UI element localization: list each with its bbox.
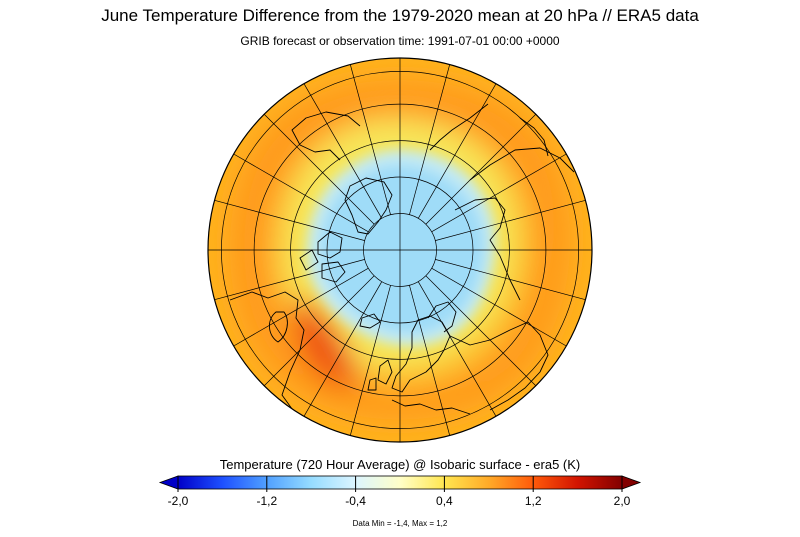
meridian-line	[435, 199, 586, 241]
meridian-line	[214, 199, 365, 241]
europe-warm-region	[294, 295, 360, 386]
meridian-line	[263, 275, 375, 387]
meridian-line	[263, 113, 375, 225]
coastline-eurasia-south	[449, 321, 549, 411]
coastline-canadian-arctic	[299, 231, 346, 283]
temperature-field	[208, 58, 592, 442]
colorbar-underflow-arrow	[158, 475, 179, 490]
colorbar-label: Temperature (720 Hour Average) @ Isobari…	[219, 457, 581, 472]
meridian-line	[233, 267, 369, 347]
meridian-line	[435, 259, 586, 301]
globe-outline	[207, 57, 593, 443]
colorbar-tick-label: -0,4	[345, 494, 366, 508]
graticule	[208, 58, 592, 442]
map-subtitle: GRIB forecast or observation time: 1991-…	[240, 34, 560, 48]
colorbar-tick-label: 1,2	[524, 494, 542, 508]
coastline-iceland	[359, 313, 381, 329]
meridian-line	[409, 285, 451, 436]
meridian-line	[431, 267, 567, 347]
coastline-scandinavia	[427, 301, 457, 333]
meridian-line	[425, 113, 537, 225]
colorbar-tick-label: 0,4	[436, 494, 453, 508]
coastlines	[229, 103, 575, 421]
coastline-greenland	[344, 177, 393, 235]
coastline-british-isles	[367, 359, 393, 391]
data-min-max: Data Min = -1,4, Max = 1,2	[352, 519, 448, 528]
meridian-line	[409, 64, 451, 215]
meridian-line	[233, 153, 369, 233]
meridian-line	[349, 285, 391, 436]
colorbar-ticks	[177, 476, 623, 492]
meridian-line	[303, 281, 383, 417]
coastline-europe	[391, 315, 451, 393]
colorbar-tick-label: -1,2	[256, 494, 278, 508]
colorbar-tick-label: 2,0	[613, 494, 631, 508]
colorbar-gradient	[177, 475, 623, 490]
coastline-mediterranean	[391, 399, 471, 415]
meridian-line	[214, 259, 365, 301]
coastline-alaska	[291, 111, 361, 161]
coastline-siberia	[454, 147, 575, 301]
coastline-kamchatka-japan	[429, 103, 549, 157]
meridian-line	[417, 83, 497, 219]
meridian-line	[349, 64, 391, 215]
coastline-north-america	[229, 291, 305, 421]
meridian-line	[431, 153, 567, 233]
map-title: June Temperature Difference from the 197…	[101, 6, 699, 25]
meridian-line	[425, 275, 537, 387]
colorbar-overflow-arrow	[621, 475, 642, 490]
meridian-line	[417, 281, 497, 417]
colorbar-tick-label: -2,0	[167, 494, 189, 508]
meridian-line	[303, 83, 383, 219]
coastline-hudson-bay	[269, 311, 288, 343]
colorbar	[158, 475, 642, 492]
